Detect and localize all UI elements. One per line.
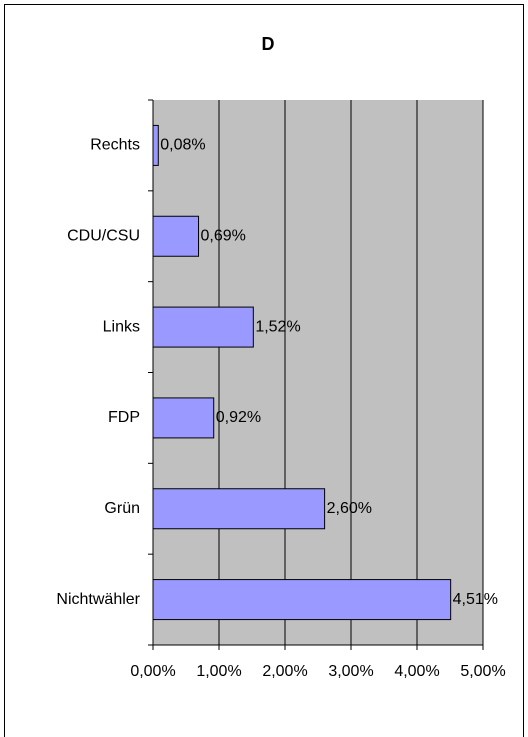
plot-area	[153, 100, 483, 645]
value-label: 0,69%	[201, 227, 246, 244]
x-tick-label: 0,00%	[130, 663, 175, 680]
y-tick-label: CDU/CSU	[67, 227, 140, 244]
bar	[152, 124, 159, 166]
value-label: 0,08%	[160, 137, 205, 154]
y-tick-label: Rechts	[90, 137, 140, 154]
x-tick-label: 2,00%	[262, 663, 307, 680]
x-tick-label: 1,00%	[196, 663, 241, 680]
y-tick-label: Nichtwähler	[56, 591, 140, 608]
value-label: 1,52%	[255, 318, 300, 335]
y-tick-label: Links	[103, 318, 140, 335]
y-tick-label: FDP	[108, 409, 140, 426]
bar	[152, 397, 215, 439]
bar	[152, 215, 200, 257]
value-label: 4,51%	[453, 591, 498, 608]
bar	[152, 488, 326, 530]
bar	[152, 306, 254, 348]
value-label: 0,92%	[216, 409, 261, 426]
x-tick-label: 5,00%	[460, 663, 505, 680]
bar	[152, 579, 452, 621]
y-tick-label: Grün	[104, 500, 140, 517]
chart-title: D	[262, 34, 275, 54]
x-tick-label: 4,00%	[394, 663, 439, 680]
x-tick-label: 3,00%	[328, 663, 373, 680]
value-label: 2,60%	[327, 500, 372, 517]
